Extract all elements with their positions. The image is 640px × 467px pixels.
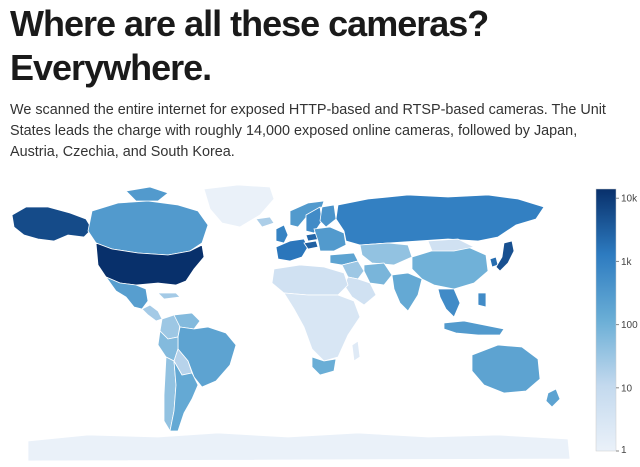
region-sweden[interactable] [305,206,323,234]
region-venezuela[interactable] [173,312,201,330]
headline-line-1: Where are all these cameras? [10,3,489,44]
colorbar-svg: 10k 1k 100 10 1 [595,188,638,456]
region-iran[interactable] [363,262,393,286]
region-iceland[interactable] [255,216,275,228]
region-kazakhstan[interactable] [359,242,413,266]
region-southeast-asia[interactable] [437,288,461,318]
region-argentina[interactable] [169,360,199,432]
region-new-zealand[interactable] [545,388,561,408]
region-australia[interactable] [471,344,541,394]
region-mexico[interactable] [104,276,149,310]
region-finland[interactable] [319,204,337,228]
region-philippines[interactable] [477,292,487,308]
lede-line-2: States leads the charge with roughly 14,… [10,123,578,139]
region-middle-east[interactable] [341,260,365,280]
colorbar-legend: 10k 1k 100 10 1 [594,187,640,457]
region-western-europe[interactable] [275,238,309,262]
region-japan[interactable] [495,240,515,272]
region-greenland[interactable] [203,185,275,228]
region-south-africa[interactable] [311,356,337,376]
world-choropleth-map[interactable] [8,185,578,465]
map-svg[interactable] [8,185,578,465]
colorbar-ticks: 10k 1k 100 10 1 [616,194,638,456]
region-united-kingdom[interactable] [275,224,289,244]
lede-line-1: We scanned the entire internet for expos… [10,102,606,118]
colorbar-tick-label-3: 10 [621,383,633,394]
region-mongolia[interactable] [427,238,476,252]
region-canada-islands[interactable] [125,186,169,202]
region-austria[interactable] [303,240,319,250]
region-russia[interactable] [335,194,545,246]
region-alaska[interactable] [11,206,93,242]
region-north-africa[interactable] [271,264,349,296]
region-china[interactable] [411,246,489,290]
lede-line-3: Austria, Czechia, and South Korea. [10,144,235,160]
region-eastern-europe[interactable] [313,226,347,252]
lede-paragraph: We scanned the entire internet for expos… [10,100,640,163]
region-madagascar[interactable] [351,340,361,362]
colorbar-gradient [595,188,617,452]
colorbar-tick-label-0: 10k [621,194,638,205]
headline: Where are all these cameras? Everywhere. [10,2,640,90]
region-africa[interactable] [283,292,361,362]
region-central-america[interactable] [141,304,163,322]
headline-line-2: Everywhere. [10,47,212,88]
colorbar-tick-label-1: 1k [621,257,633,268]
region-caribbean[interactable] [157,292,181,300]
region-india[interactable] [391,272,423,312]
colorbar-tick-label-2: 100 [621,320,638,331]
colorbar-tick-label-4: 1 [621,445,627,456]
region-antarctica[interactable] [27,432,571,462]
region-indonesia[interactable] [443,320,505,336]
